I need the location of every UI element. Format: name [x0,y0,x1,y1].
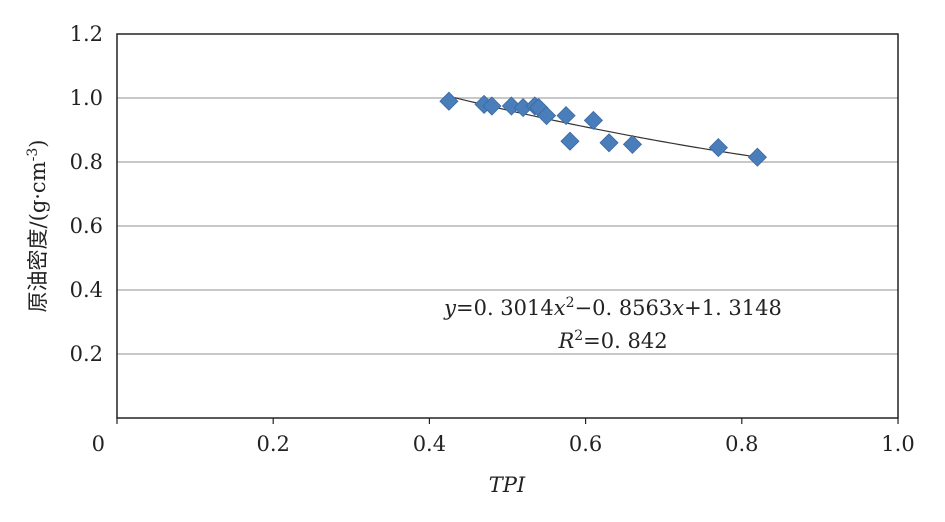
x-axis-ticks: 0 0.2 0.4 0.6 0.8 1.0 [92,418,915,456]
data-point [560,131,580,151]
y-tick-label: 1.2 [70,22,103,46]
data-point [501,96,521,116]
x-tick-label: 0.6 [569,432,602,456]
data-point [439,91,459,111]
data-point [556,106,576,126]
y-tick-label: 0.2 [70,342,103,366]
data-point [747,147,767,167]
r-squared-label: R2=0. 842 [557,328,667,353]
y-tick-label: 0.6 [70,214,103,238]
x-tick-label: 0.2 [256,432,289,456]
gridlines [117,97,898,355]
y-axis-title: 原油密度/(g·cm-3) [25,140,50,313]
x-tick-label: 0.4 [413,432,446,456]
x-tick-label: 1.0 [881,432,914,456]
data-point [708,138,728,158]
data-point [622,134,643,154]
x-tick-label: 0.8 [725,432,758,456]
y-tick-label: 0.4 [70,278,103,302]
y-axis-ticks: 0.2 0.4 0.6 0.8 1.0 1.2 [70,22,103,366]
y-tick-label: 1.0 [70,86,103,110]
data-point [536,106,557,126]
y-tick-label: 0.8 [70,150,103,174]
data-points [439,91,767,167]
trendline-equation: y=0. 3014x2−0. 8563x+1. 3148 [443,295,782,320]
x-axis-title: TPI [489,473,526,497]
x-tick-label: 0 [92,432,105,456]
plot-area-border [116,33,899,419]
data-point [599,133,619,153]
data-point [583,110,603,130]
data-point [482,96,502,116]
trendline [448,95,758,158]
